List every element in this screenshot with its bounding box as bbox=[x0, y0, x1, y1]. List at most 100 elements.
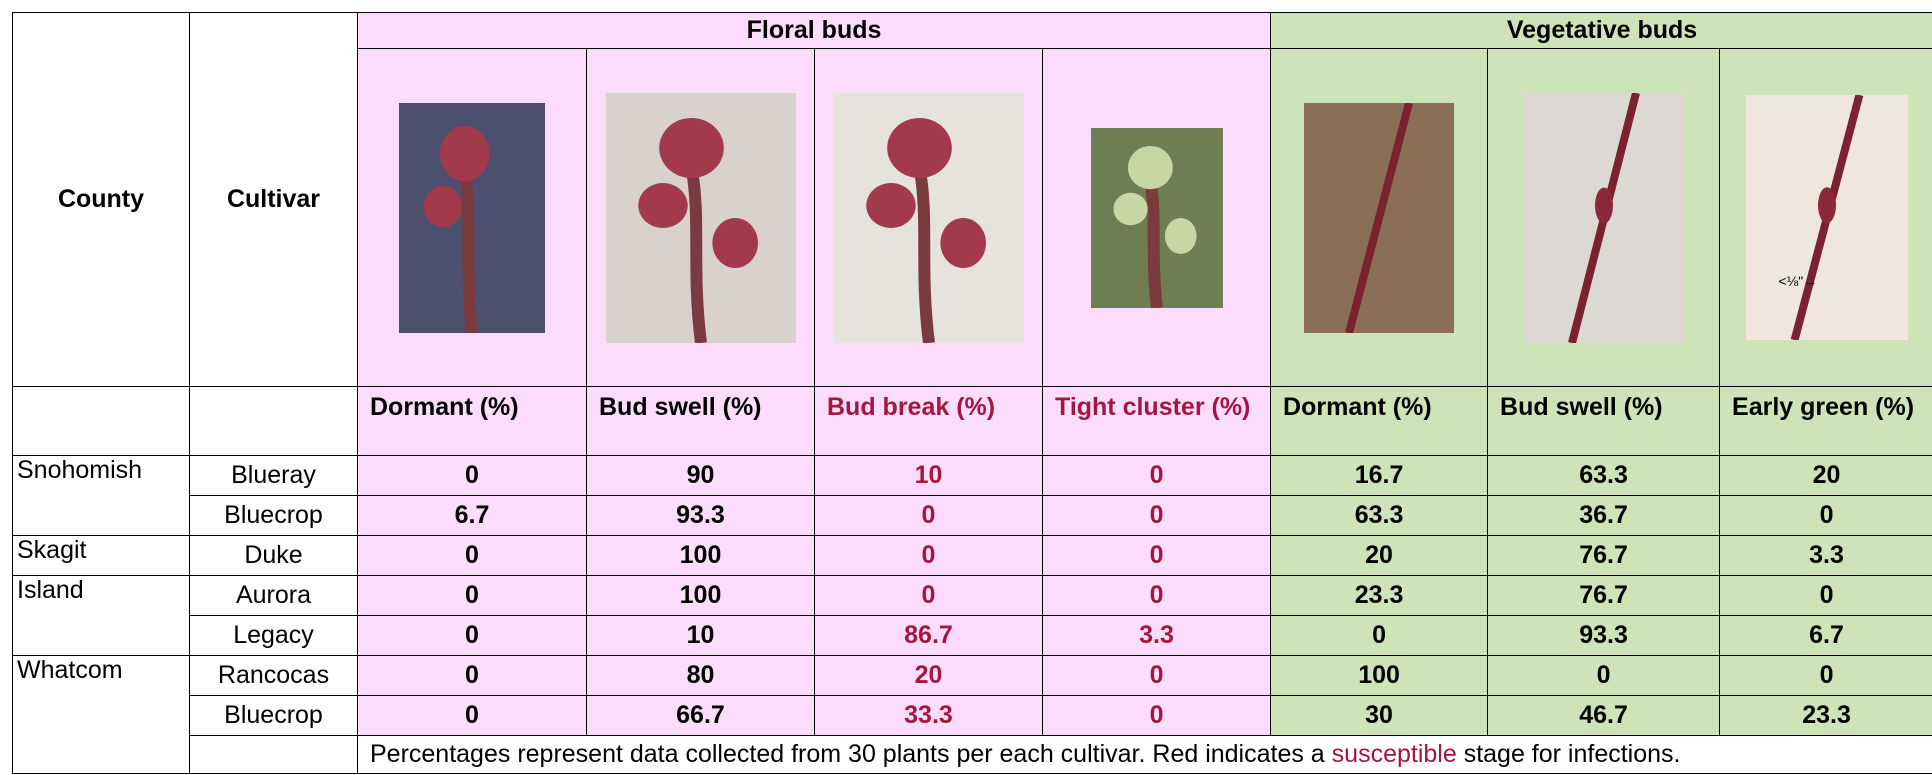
value-cell: 63.3 bbox=[1271, 496, 1488, 536]
cultivar-cell: Bluecrop bbox=[190, 696, 358, 736]
stage-label: Bud swell (%) bbox=[587, 387, 815, 456]
stage-label: Bud swell (%) bbox=[1488, 387, 1720, 456]
value-cell: 100 bbox=[587, 536, 815, 576]
stage-label: Dormant (%) bbox=[358, 387, 587, 456]
value-cell: 30 bbox=[1271, 696, 1488, 736]
photo-annotation: <⅛"→ bbox=[1778, 273, 1817, 289]
value-cell: 46.7 bbox=[1488, 696, 1720, 736]
cultivar-cell: Duke bbox=[190, 536, 358, 576]
value-cell: 6.7 bbox=[1720, 616, 1932, 656]
table-row: Percentages represent data collected fro… bbox=[13, 736, 1932, 774]
page: CountyCultivarFloral budsVegetative buds… bbox=[0, 0, 1932, 775]
value-cell: 33.3 bbox=[815, 696, 1043, 736]
value-cell: 10 bbox=[587, 616, 815, 656]
cultivar-cell: Legacy bbox=[190, 616, 358, 656]
value-cell: 93.3 bbox=[1488, 616, 1720, 656]
county-cell: Island bbox=[13, 576, 190, 656]
value-cell: 0 bbox=[1720, 656, 1932, 696]
value-cell: 0 bbox=[1043, 496, 1271, 536]
value-cell: 3.3 bbox=[1043, 616, 1271, 656]
value-cell: 93.3 bbox=[587, 496, 815, 536]
county-cell: Whatcom bbox=[13, 656, 190, 774]
value-cell: 100 bbox=[1271, 656, 1488, 696]
value-cell: 0 bbox=[1271, 616, 1488, 656]
value-cell: 16.7 bbox=[1271, 456, 1488, 496]
value-cell: 10 bbox=[815, 456, 1043, 496]
photo-cell bbox=[358, 49, 587, 387]
value-cell: 23.3 bbox=[1720, 696, 1932, 736]
photo-cell bbox=[815, 49, 1043, 387]
photo-cell bbox=[587, 49, 815, 387]
footnote: Percentages represent data collected fro… bbox=[358, 736, 1932, 774]
value-cell: 0 bbox=[1043, 576, 1271, 616]
value-cell: 100 bbox=[587, 576, 815, 616]
cultivar-cell: Bluecrop bbox=[190, 496, 358, 536]
value-cell: 0 bbox=[1043, 456, 1271, 496]
value-cell: 0 bbox=[1488, 656, 1720, 696]
bud-photo bbox=[1524, 93, 1684, 343]
cultivar-cell: Blueray bbox=[190, 456, 358, 496]
footnote-text: Percentages represent data collected fro… bbox=[370, 740, 1332, 768]
value-cell: 0 bbox=[358, 696, 587, 736]
value-cell: 20 bbox=[1271, 536, 1488, 576]
group-header: Floral buds bbox=[358, 13, 1271, 49]
value-cell: 63.3 bbox=[1488, 456, 1720, 496]
value-cell: 80 bbox=[587, 656, 815, 696]
value-cell: 66.7 bbox=[587, 696, 815, 736]
bud-photo bbox=[1091, 128, 1223, 308]
county-cell: Snohomish bbox=[13, 456, 190, 536]
value-cell: 20 bbox=[1720, 456, 1932, 496]
value-cell: 0 bbox=[358, 456, 587, 496]
photo-cell bbox=[1488, 49, 1720, 387]
bud-photo bbox=[606, 93, 796, 343]
value-cell: 36.7 bbox=[1488, 496, 1720, 536]
value-cell: 20 bbox=[815, 656, 1043, 696]
value-cell: 0 bbox=[358, 576, 587, 616]
value-cell: 0 bbox=[1043, 696, 1271, 736]
value-cell: 0 bbox=[358, 616, 587, 656]
value-cell: 0 bbox=[1043, 536, 1271, 576]
value-cell: 0 bbox=[1043, 656, 1271, 696]
value-cell: 76.7 bbox=[1488, 536, 1720, 576]
county-cell: Skagit bbox=[13, 536, 190, 576]
photo-cell: <⅛"→ bbox=[1720, 49, 1932, 387]
bud-photo bbox=[399, 103, 545, 333]
cultivar-cell: Aurora bbox=[190, 576, 358, 616]
stage-label: Bud break (%) bbox=[815, 387, 1043, 456]
value-cell: 76.7 bbox=[1488, 576, 1720, 616]
cultivar-cell: Rancocas bbox=[190, 656, 358, 696]
empty-cell bbox=[190, 387, 358, 456]
value-cell: 3.3 bbox=[1720, 536, 1932, 576]
footnote-text: stage for infections. bbox=[1457, 740, 1681, 768]
bud-photo bbox=[1304, 103, 1454, 333]
value-cell: 0 bbox=[815, 496, 1043, 536]
value-cell: 23.3 bbox=[1271, 576, 1488, 616]
value-cell: 0 bbox=[815, 576, 1043, 616]
column-header: County bbox=[13, 13, 190, 387]
photo-cell bbox=[1043, 49, 1271, 387]
value-cell: 0 bbox=[358, 536, 587, 576]
value-cell: 86.7 bbox=[815, 616, 1043, 656]
value-cell: 0 bbox=[358, 656, 587, 696]
value-cell: 0 bbox=[815, 536, 1043, 576]
stage-label: Early green (%) bbox=[1720, 387, 1932, 456]
bud-photo bbox=[834, 93, 1024, 343]
empty-cell bbox=[190, 736, 358, 774]
footnote-highlight: susceptible bbox=[1332, 740, 1457, 768]
value-cell: 90 bbox=[587, 456, 815, 496]
empty-cell bbox=[13, 387, 190, 456]
table-row: Dormant (%)Bud swell (%)Bud break (%)Tig… bbox=[13, 387, 1932, 456]
group-header: Vegetative buds bbox=[1271, 13, 1932, 49]
stage-label: Dormant (%) bbox=[1271, 387, 1488, 456]
photo-cell bbox=[1271, 49, 1488, 387]
value-cell: 0 bbox=[1720, 496, 1932, 536]
bud-photo: <⅛"→ bbox=[1746, 95, 1908, 340]
